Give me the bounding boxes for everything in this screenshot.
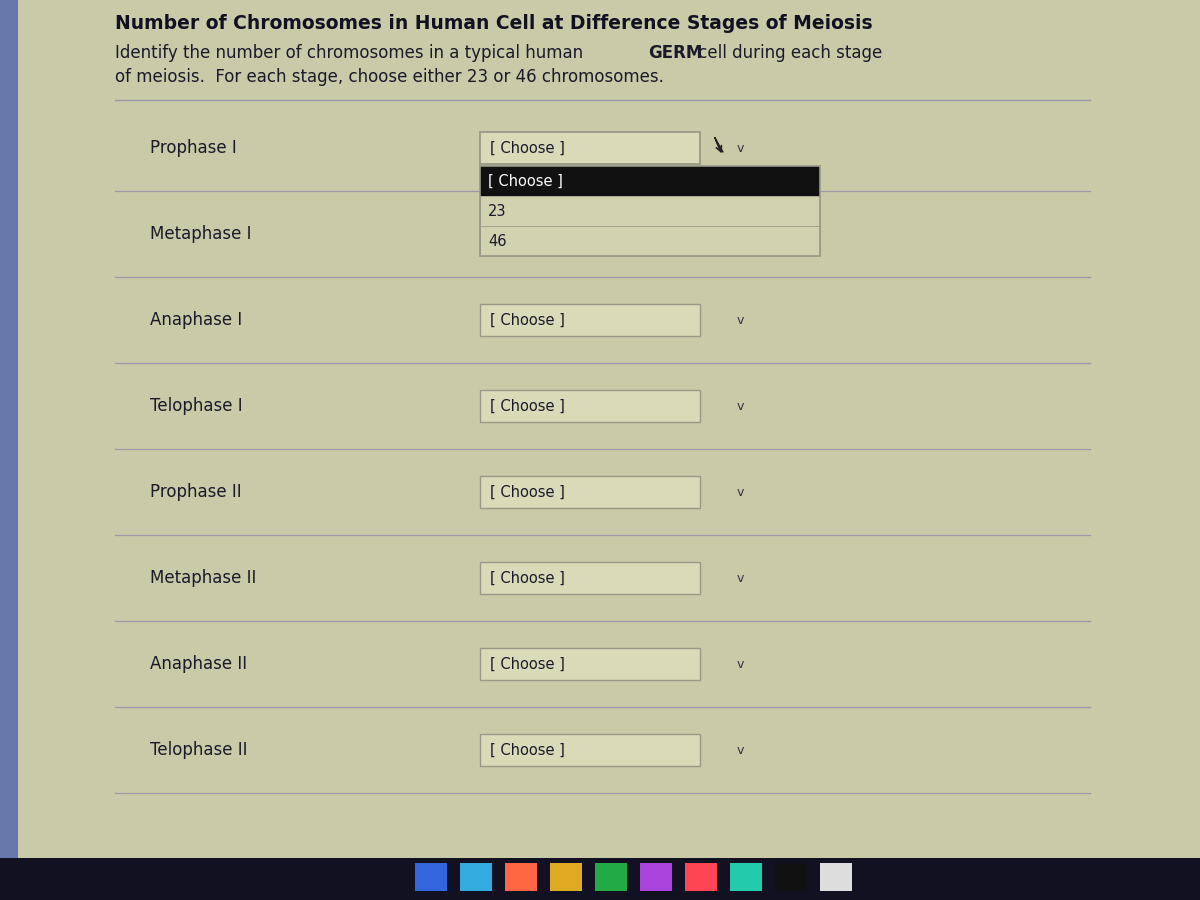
FancyBboxPatch shape <box>480 226 820 256</box>
Bar <box>640 863 672 891</box>
Text: of meiosis.  For each stage, choose either 23 or 46 chromosomes.: of meiosis. For each stage, choose eithe… <box>115 68 664 86</box>
Text: [ Choose ]: [ Choose ] <box>490 312 565 328</box>
Bar <box>415 863 446 891</box>
Text: Telophase II: Telophase II <box>150 741 247 759</box>
Bar <box>0 858 1200 900</box>
Text: 23: 23 <box>488 203 506 219</box>
Bar <box>505 863 538 891</box>
FancyBboxPatch shape <box>480 648 700 680</box>
FancyBboxPatch shape <box>480 390 700 422</box>
Text: [ Choose ]: [ Choose ] <box>490 399 565 413</box>
FancyBboxPatch shape <box>480 218 700 250</box>
Text: [ Choose ]: [ Choose ] <box>490 571 565 586</box>
Text: Anaphase II: Anaphase II <box>150 655 247 673</box>
Text: Metaphase I: Metaphase I <box>150 225 252 243</box>
Text: [ Choose ]: [ Choose ] <box>490 227 565 241</box>
Text: Number of Chromosomes in Human Cell at Difference Stages of Meiosis: Number of Chromosomes in Human Cell at D… <box>115 14 872 33</box>
Text: Anaphase I: Anaphase I <box>150 311 242 329</box>
Text: [ Choose ]: [ Choose ] <box>490 484 565 500</box>
Text: Telophase I: Telophase I <box>150 397 242 415</box>
Text: v: v <box>737 572 744 584</box>
Bar <box>775 863 808 891</box>
Text: GERM: GERM <box>648 44 702 62</box>
FancyBboxPatch shape <box>480 562 700 594</box>
Text: v: v <box>737 228 744 240</box>
Text: [ Choose ]: [ Choose ] <box>488 174 563 188</box>
Bar <box>460 863 492 891</box>
Bar <box>685 863 718 891</box>
Text: 46: 46 <box>488 233 506 248</box>
FancyBboxPatch shape <box>480 734 700 766</box>
Bar <box>550 863 582 891</box>
Text: v: v <box>737 485 744 499</box>
FancyBboxPatch shape <box>480 132 700 164</box>
Text: [ Choose ]: [ Choose ] <box>490 742 565 758</box>
Bar <box>595 863 628 891</box>
Text: [ Choose ]: [ Choose ] <box>490 656 565 671</box>
Bar <box>0 0 18 900</box>
Text: v: v <box>737 141 744 155</box>
FancyBboxPatch shape <box>480 196 820 226</box>
Text: Metaphase II: Metaphase II <box>150 569 257 587</box>
FancyBboxPatch shape <box>480 304 700 336</box>
Text: v: v <box>737 743 744 757</box>
Text: Identify the number of chromosomes in a typical human: Identify the number of chromosomes in a … <box>115 44 588 62</box>
Bar <box>820 863 852 891</box>
FancyBboxPatch shape <box>480 476 700 508</box>
Bar <box>730 863 762 891</box>
Text: cell during each stage: cell during each stage <box>694 44 882 62</box>
Text: v: v <box>737 313 744 327</box>
Text: [ Choose ]: [ Choose ] <box>490 140 565 156</box>
FancyBboxPatch shape <box>480 166 820 196</box>
Text: v: v <box>737 658 744 670</box>
Text: Prophase II: Prophase II <box>150 483 241 501</box>
Text: v: v <box>737 400 744 412</box>
Text: Prophase I: Prophase I <box>150 139 236 157</box>
